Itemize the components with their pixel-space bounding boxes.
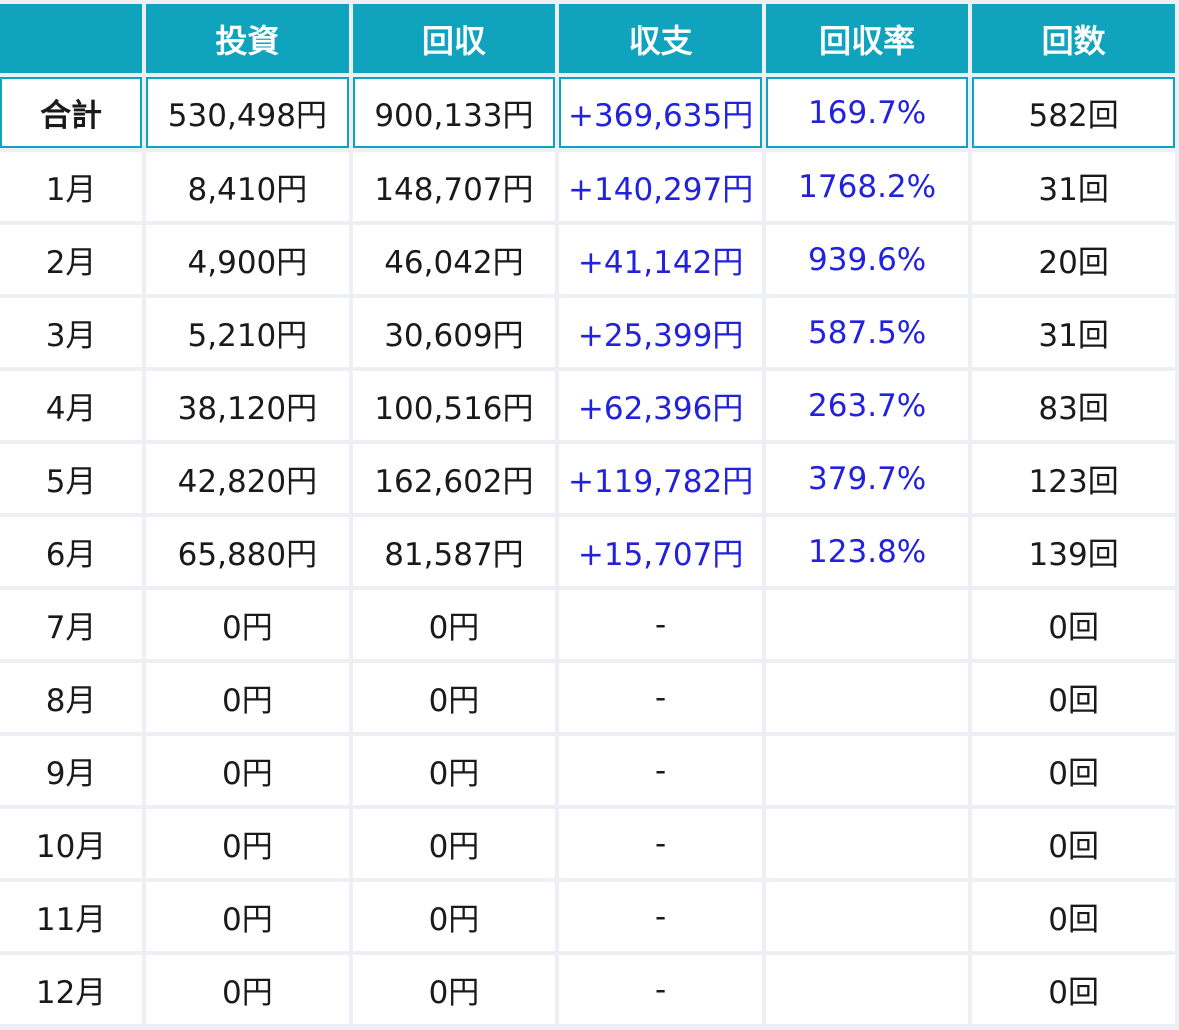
month-cell: 11月: [0, 882, 143, 951]
balance-cell: -: [559, 809, 763, 878]
balance-cell: +15,707円: [559, 517, 763, 586]
total-row: 合計 530,498円 900,133円 +369,635円 169.7% 58…: [0, 77, 1175, 148]
rate-cell: 263.7%: [766, 371, 969, 440]
count-cell: 0回: [972, 590, 1175, 659]
month-cell: 9月: [0, 736, 143, 805]
count-cell: 0回: [972, 809, 1175, 878]
count-cell: 0回: [972, 663, 1175, 732]
return-cell: 46,042円: [352, 225, 556, 294]
return-cell: 0円: [352, 809, 556, 878]
total-investment: 530,498円: [146, 77, 349, 148]
return-cell: 0円: [352, 663, 556, 732]
count-cell: 123回: [972, 444, 1175, 513]
balance-cell: -: [559, 882, 763, 951]
table-row: 5月 42,820円 162,602円 +119,782円 379.7% 123回: [0, 444, 1175, 513]
total-label: 合計: [0, 77, 143, 148]
investment-cell: 65,880円: [146, 517, 349, 586]
count-cell: 20回: [972, 225, 1175, 294]
month-cell: 7月: [0, 590, 143, 659]
rate-cell: 379.7%: [766, 444, 969, 513]
rate-cell: [766, 736, 969, 805]
header-return: 回収: [352, 4, 556, 73]
investment-cell: 0円: [146, 809, 349, 878]
balance-cell: -: [559, 736, 763, 805]
balance-cell: +62,396円: [559, 371, 763, 440]
total-rate: 169.7%: [766, 77, 969, 148]
count-cell: 0回: [972, 736, 1175, 805]
balance-cell: -: [559, 663, 763, 732]
return-cell: 0円: [352, 882, 556, 951]
rate-cell: [766, 882, 969, 951]
month-cell: 10月: [0, 809, 143, 878]
return-cell: 0円: [352, 955, 556, 1024]
month-cell: 12月: [0, 955, 143, 1024]
balance-cell: +25,399円: [559, 298, 763, 367]
investment-cell: 0円: [146, 663, 349, 732]
investment-cell: 0円: [146, 736, 349, 805]
header-count: 回数: [972, 4, 1175, 73]
table-row: 11月 0円 0円 -0回: [0, 882, 1175, 951]
header-return-rate: 回収率: [766, 4, 969, 73]
count-cell: 31回: [972, 152, 1175, 221]
rate-cell: 1768.2%: [766, 152, 969, 221]
investment-cell: 0円: [146, 955, 349, 1024]
table-row: 10月 0円 0円 -0回: [0, 809, 1175, 878]
total-return: 900,133円: [352, 77, 556, 148]
rate-cell: [766, 955, 969, 1024]
table-row: 8月 0円 0円 -0回: [0, 663, 1175, 732]
return-cell: 148,707円: [352, 152, 556, 221]
rate-cell: 123.8%: [766, 517, 969, 586]
month-cell: 2月: [0, 225, 143, 294]
month-cell: 5月: [0, 444, 143, 513]
return-cell: 81,587円: [352, 517, 556, 586]
header-month: [0, 4, 143, 73]
month-cell: 3月: [0, 298, 143, 367]
investment-cell: 0円: [146, 882, 349, 951]
balance-cell: +41,142円: [559, 225, 763, 294]
count-cell: 31回: [972, 298, 1175, 367]
investment-cell: 0円: [146, 590, 349, 659]
month-cell: 8月: [0, 663, 143, 732]
investment-cell: 5,210円: [146, 298, 349, 367]
balance-cell: -: [559, 955, 763, 1024]
month-cell: 6月: [0, 517, 143, 586]
return-cell: 0円: [352, 590, 556, 659]
count-cell: 0回: [972, 955, 1175, 1024]
total-count: 582回: [972, 77, 1175, 148]
table-row: 12月 0円 0円 -0回: [0, 955, 1175, 1024]
month-cell: 1月: [0, 152, 143, 221]
return-cell: 30,609円: [352, 298, 556, 367]
count-cell: 83回: [972, 371, 1175, 440]
investment-cell: 4,900円: [146, 225, 349, 294]
return-cell: 0円: [352, 736, 556, 805]
investment-cell: 8,410円: [146, 152, 349, 221]
count-cell: 139回: [972, 517, 1175, 586]
investment-cell: 42,820円: [146, 444, 349, 513]
rate-cell: [766, 590, 969, 659]
rate-cell: 587.5%: [766, 298, 969, 367]
header-investment: 投資: [146, 4, 349, 73]
table-row: 4月 38,120円 100,516円 +62,396円 263.7% 83回: [0, 371, 1175, 440]
table-row: 2月 4,900円 46,042円 +41,142円 939.6% 20回: [0, 225, 1175, 294]
balance-cell: +140,297円: [559, 152, 763, 221]
rate-cell: [766, 809, 969, 878]
total-balance: +369,635円: [559, 77, 763, 148]
investment-cell: 38,120円: [146, 371, 349, 440]
month-cell: 4月: [0, 371, 143, 440]
return-cell: 162,602円: [352, 444, 556, 513]
table-row: 6月 65,880円 81,587円 +15,707円 123.8% 139回: [0, 517, 1175, 586]
rate-cell: [766, 663, 969, 732]
rate-cell: 939.6%: [766, 225, 969, 294]
balance-cell: -: [559, 590, 763, 659]
table-row: 3月 5,210円 30,609円 +25,399円 587.5% 31回: [0, 298, 1175, 367]
table-row: 9月 0円 0円 -0回: [0, 736, 1175, 805]
table-row: 1月 8,410円 148,707円 +140,297円 1768.2% 31回: [0, 152, 1175, 221]
count-cell: 0回: [972, 882, 1175, 951]
header-row: 投資 回収 収支 回収率 回数: [0, 4, 1175, 73]
return-cell: 100,516円: [352, 371, 556, 440]
balance-cell: +119,782円: [559, 444, 763, 513]
table-row: 7月 0円 0円 -0回: [0, 590, 1175, 659]
header-balance: 収支: [559, 4, 763, 73]
